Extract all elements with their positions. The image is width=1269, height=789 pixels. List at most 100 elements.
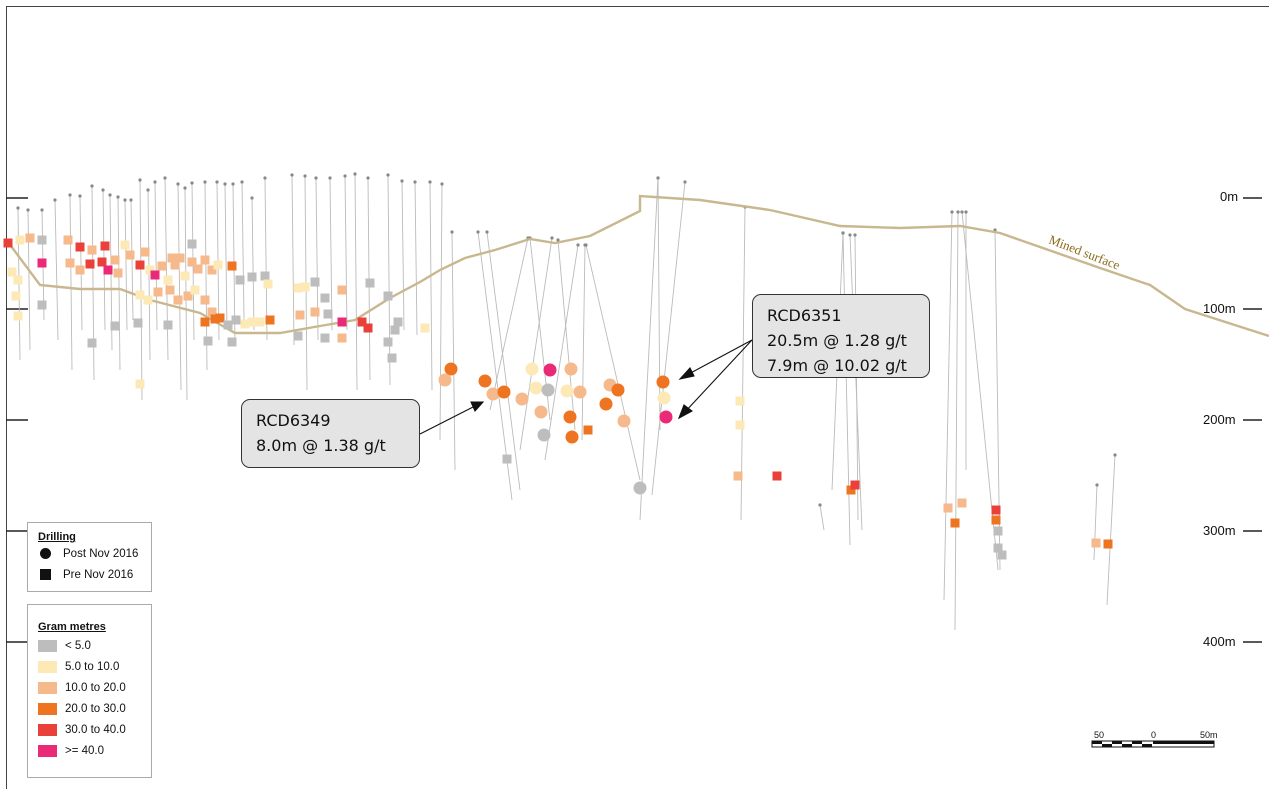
drill-collar [485,230,489,234]
pre-nov-2016-sample [175,253,185,263]
pre-nov-2016-sample [227,261,237,271]
post-nov-2016-sample [541,383,555,397]
legend-item-5-to-10: 5.0 to 10.0 [38,656,151,677]
drill-trace [130,199,134,321]
pre-nov-2016-sample [37,258,47,268]
pre-nov-2016-sample [65,258,75,268]
pre-nov-2016-sample [255,317,265,327]
pre-nov-2016-sample [135,379,145,389]
pre-nov-2016-sample [846,485,856,495]
drill-trace [486,231,521,491]
legend-drilling-title: Drilling [38,531,76,543]
drill-trace [124,199,128,331]
pre-nov-2016-sample [37,235,47,245]
post-nov-2016-sample [537,428,551,442]
drill-collar [450,230,454,234]
drill-collar [223,182,227,186]
pre-nov-2016-sample [293,331,303,341]
drill-trace [91,185,95,381]
drill-collar [303,174,307,178]
pre-nov-2016-sample [180,271,190,281]
figure-frame [6,6,1269,789]
drill-trace [147,189,151,361]
scale-label-zero: 0 [1151,730,1156,740]
callout-arrows [419,339,753,435]
drill-collar [440,182,444,186]
drill-collar [203,180,207,184]
drill-trace [264,177,268,341]
drill-collar [853,233,857,237]
callout-rcd6351: RCD6351 20.5m @ 1.28 g/t 7.9m @ 10.02 g/… [752,294,930,378]
drill-collar [476,230,480,234]
drill-collar [353,172,357,176]
right-depth-ticks [1243,197,1262,643]
scale-label-left: 50 [1094,730,1104,740]
drill-collar [250,196,254,200]
pre-nov-2016-sample [240,319,250,329]
legend-gram-metres: Gram metres < 5.0 5.0 to 10.0 10.0 to 20.0… [27,604,152,778]
drill-trace [69,194,73,371]
pre-nov-2016-sample [247,317,257,327]
pre-nov-2016-sample [260,271,270,281]
pre-nov-2016-sample [110,321,120,331]
legend-label: 5.0 to 10.0 [65,660,120,673]
legend-label: 10.0 to 20.0 [65,681,126,694]
pre-nov-2016-sample [173,295,183,305]
pre-nov-2016-sample [133,318,143,328]
depth-label-200m: 200m [1203,412,1236,427]
pre-nov-2016-sample [190,285,200,295]
pre-nov-2016-sample [735,420,745,430]
circle-symbol-icon [40,548,51,559]
drill-collar [240,180,244,184]
post-nov-2016-sample [617,414,631,428]
callout-intercept: 8.0m @ 1.38 g/t [256,436,386,455]
legend-item-gte-40: >= 40.0 [38,740,151,761]
drill-collar [956,210,960,214]
post-nov-2016-sample [444,362,458,376]
scale-bar: 50 0 50m [1091,730,1218,748]
drill-trace [439,183,443,441]
drill-collar [190,181,194,185]
color-swatch [38,723,57,736]
drill-collar [123,198,127,202]
drill-collar [576,243,580,247]
color-swatch [38,744,57,757]
pre-nov-2016-sample [337,317,347,327]
drill-collar [413,180,417,184]
pre-nov-2016-sample [323,309,333,319]
pre-nov-2016-sample [103,265,113,275]
callout-intercept: 7.9m @ 10.02 g/t [767,356,907,375]
pre-nov-2016-sample [263,279,273,289]
pre-nov-2016-sample [231,315,241,325]
pre-nov-2016-sample [247,272,257,282]
pre-nov-2016-sample [235,275,245,285]
post-nov-2016-sample [656,375,670,389]
pre-nov-2016-sample [150,270,160,280]
drill-trace [657,177,661,431]
pre-nov-2016-sample [733,471,743,481]
drill-collar [550,236,554,240]
drill-collar [428,180,432,184]
drill-trace [414,181,418,336]
mined-surface-line [7,194,1269,338]
pre-nov-2016-sample [200,295,210,305]
pre-nov-2016-sample [293,283,303,293]
pre-nov-2016-sample [97,257,107,267]
depth-label-400m: 400m [1203,634,1236,649]
pre-nov-2016-sample [100,241,110,251]
drill-trace [740,206,746,521]
pre-nov-2016-sample [363,323,373,333]
drill-collar [231,182,235,186]
pre-nov-2016-sample [7,267,17,277]
drill-collar [16,206,20,210]
drill-collar [386,173,390,177]
pre-nov-2016-sample [183,291,193,301]
legend-drilling: Drilling Post Nov 2016 Pre Nov 2016 [27,522,152,592]
pre-nov-2016-sample [153,287,163,297]
drill-collar [290,173,294,177]
pre-nov-2016-sample [13,311,23,321]
pre-nov-2016-sample [772,471,782,481]
pre-nov-2016-sample [993,543,1003,553]
drill-collar [90,184,94,188]
pre-nov-2016-sample [320,293,330,303]
